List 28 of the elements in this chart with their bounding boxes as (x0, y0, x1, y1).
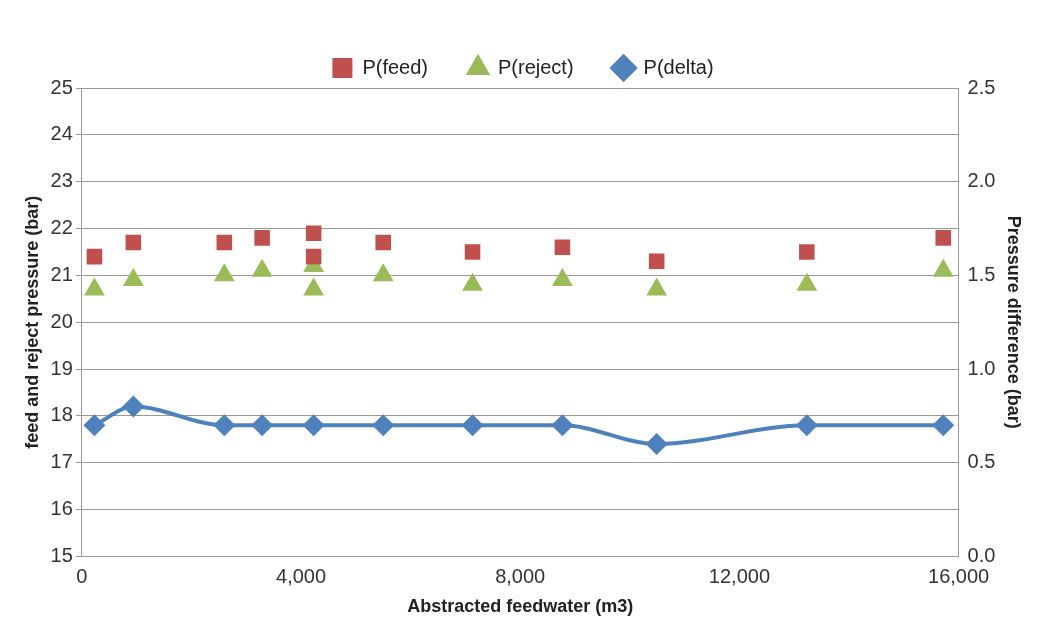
y2-tick-label: 1.5 (967, 262, 996, 285)
x-tick-label: 16,000 (928, 564, 990, 587)
y2-tick-label: 2.5 (967, 75, 996, 98)
x-tick-label: 0 (76, 564, 88, 587)
y-tick-label: 25 (50, 75, 73, 98)
y-tick-label: 17 (50, 450, 73, 473)
y-tick-label: 18 (50, 403, 73, 426)
y-axis-title: feed and reject pressure (bar) (21, 195, 42, 449)
x-tick-label: 12,000 (708, 564, 770, 587)
x-tick-label: 8,000 (495, 564, 546, 587)
y2-tick-label: 0.5 (967, 450, 996, 473)
y-tick-label: 19 (50, 356, 73, 379)
legend-label: P(feed) (362, 55, 428, 78)
y-tick-label: 23 (50, 169, 73, 192)
y-tick-label: 15 (50, 543, 73, 566)
x-axis-title: Abstracted feedwater (m3) (407, 596, 634, 617)
legend-label: P(delta) (643, 55, 714, 78)
y-tick-label: 21 (50, 262, 73, 285)
y-tick-label: 16 (50, 497, 73, 520)
y2-axis-title: Pressure difference (bar) (1004, 215, 1025, 429)
y-tick-label: 22 (50, 216, 73, 239)
y2-tick-label: 0.0 (967, 543, 996, 566)
y2-tick-label: 1.0 (967, 356, 996, 379)
y-tick-label: 24 (50, 122, 73, 145)
y-tick-label: 20 (50, 309, 73, 332)
legend-label: P(reject) (498, 55, 574, 78)
y2-tick-label: 2.0 (967, 169, 996, 192)
x-tick-label: 4,000 (276, 564, 327, 587)
